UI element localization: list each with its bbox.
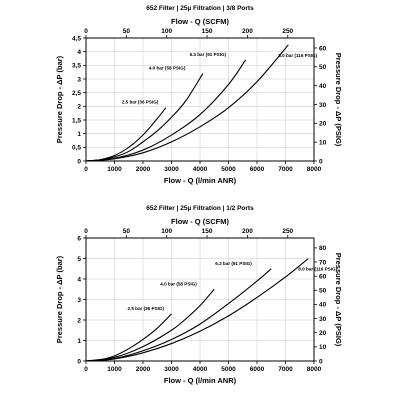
- series-label: 6.3 bar (91 PSIG): [215, 261, 252, 266]
- y-tick-label: 4,5: [72, 35, 81, 42]
- series-curve: [85, 258, 309, 362]
- y2-tick-label: 20: [319, 121, 327, 128]
- series-label: 8.0 bar (116 PSIG): [298, 267, 337, 272]
- series-label: 2.5 bar (36 PSIG): [122, 100, 159, 105]
- series-curve: [85, 44, 289, 162]
- chart-3-8-ports: 652 Filter | 25µ Filtration | 3/8 Ports F…: [55, 5, 343, 185]
- y2-tick-label: 50: [319, 64, 327, 71]
- x-tick-label: 2000: [136, 366, 151, 373]
- x-axis-title: Flow - Q (l/min ANR): [164, 176, 237, 185]
- x-tick-label: 4000: [193, 166, 208, 173]
- x-tick-label: 3000: [164, 366, 179, 373]
- x-tick-label: 0: [84, 166, 88, 173]
- y2-tick-label: 40: [319, 83, 327, 90]
- series-curve: [85, 288, 215, 362]
- x-tick-label: 8000: [307, 366, 322, 373]
- x2-tick-label: 150: [202, 228, 213, 235]
- x2-axis-title: Flow - Q (SCFM): [171, 17, 229, 26]
- series-label: 6.3 bar (91 PSIG): [190, 52, 227, 57]
- y2-tick-label: 10: [319, 344, 327, 351]
- y-tick-label: 4: [77, 49, 81, 56]
- x2-tick-label: 0: [84, 228, 88, 235]
- x-tick-label: 6000: [250, 166, 265, 173]
- y-tick-label: 1,5: [72, 117, 81, 124]
- chart-title: 652 Filter | 25µ Filtration | 1/2 Ports: [146, 205, 254, 212]
- x2-tick-label: 100: [161, 228, 172, 235]
- x-tick-label: 4000: [193, 366, 208, 373]
- x-tick-label: 2000: [136, 166, 151, 173]
- y2-tick-label: 0: [319, 158, 323, 165]
- y2-axis-title: Pressure Drop - ΔP (PSIG): [334, 253, 343, 347]
- y2-tick-label: 80: [319, 245, 327, 252]
- y2-tick-label: 10: [319, 139, 327, 146]
- x-tick-label: 1000: [107, 166, 122, 173]
- x2-tick-label: 150: [202, 28, 213, 35]
- x2-tick-label: 250: [282, 228, 293, 235]
- y2-tick-label: 30: [319, 102, 327, 109]
- x-tick-label: 1000: [107, 366, 122, 373]
- series-label: 8.0 bar (116 PSIG): [278, 53, 317, 58]
- x2-tick-label: 200: [242, 228, 253, 235]
- x-tick-label: 7000: [278, 366, 293, 373]
- series-curve: [85, 313, 172, 362]
- y-tick-label: 6: [77, 235, 81, 242]
- series-curve: [85, 59, 247, 162]
- x2-tick-label: 50: [123, 28, 131, 35]
- x-axis-title: Flow - Q (l/min ANR): [164, 376, 237, 385]
- y-tick-label: 0,5: [72, 145, 81, 152]
- x2-tick-label: 50: [123, 228, 131, 235]
- x-tick-label: 3000: [164, 166, 179, 173]
- chart-title: 652 Filter | 25µ Filtration | 3/8 Ports: [146, 5, 254, 12]
- series-label: 4.0 bar (58 PSIG): [149, 66, 186, 71]
- x-tick-label: 0: [84, 366, 88, 373]
- y-tick-label: 0: [77, 158, 81, 165]
- x2-tick-label: 100: [161, 28, 172, 35]
- y-tick-label: 3: [77, 76, 81, 83]
- x2-tick-label: 250: [282, 28, 293, 35]
- y-tick-label: 2: [77, 104, 81, 111]
- chart-1-2-ports: 652 Filter | 25µ Filtration | 1/2 Ports F…: [55, 205, 343, 385]
- y-tick-label: 3,5: [72, 63, 81, 70]
- y-tick-label: 0: [77, 358, 81, 365]
- x-tick-label: 5000: [221, 166, 236, 173]
- x2-tick-label: 0: [84, 28, 88, 35]
- x-tick-label: 8000: [307, 166, 322, 173]
- series-label: 2.5 bar (36 PSIG): [128, 306, 165, 311]
- y-axis-title: Pressure Drop - ΔP (bar): [55, 55, 64, 143]
- y2-tick-label: 20: [319, 330, 327, 337]
- x-tick-label: 6000: [250, 366, 265, 373]
- y-tick-label: 1: [77, 131, 81, 138]
- y-tick-label: 3: [77, 297, 81, 304]
- series-label: 4.0 bar (58 PSIG): [160, 281, 197, 286]
- y2-tick-label: 40: [319, 302, 327, 309]
- x-tick-label: 5000: [221, 366, 236, 373]
- y-axis-title: Pressure Drop - ΔP (bar): [55, 255, 64, 343]
- y2-tick-label: 60: [319, 45, 327, 52]
- y-tick-label: 1: [77, 338, 81, 345]
- x-tick-label: 7000: [278, 166, 293, 173]
- y2-tick-label: 50: [319, 288, 327, 295]
- y-tick-label: 2,5: [72, 90, 81, 97]
- y2-tick-label: 70: [319, 259, 327, 266]
- y2-tick-label: 60: [319, 273, 327, 280]
- x2-axis-title: Flow - Q (SCFM): [171, 217, 229, 226]
- y2-tick-label: 30: [319, 316, 327, 323]
- y2-tick-label: 0: [319, 358, 323, 365]
- x2-tick-label: 200: [242, 28, 253, 35]
- y-tick-label: 5: [77, 256, 81, 263]
- y-tick-label: 4: [77, 276, 81, 283]
- series-curve: [85, 73, 204, 162]
- y2-axis-title: Pressure Drop - ΔP (PSIG): [334, 53, 343, 147]
- y-tick-label: 2: [77, 317, 81, 324]
